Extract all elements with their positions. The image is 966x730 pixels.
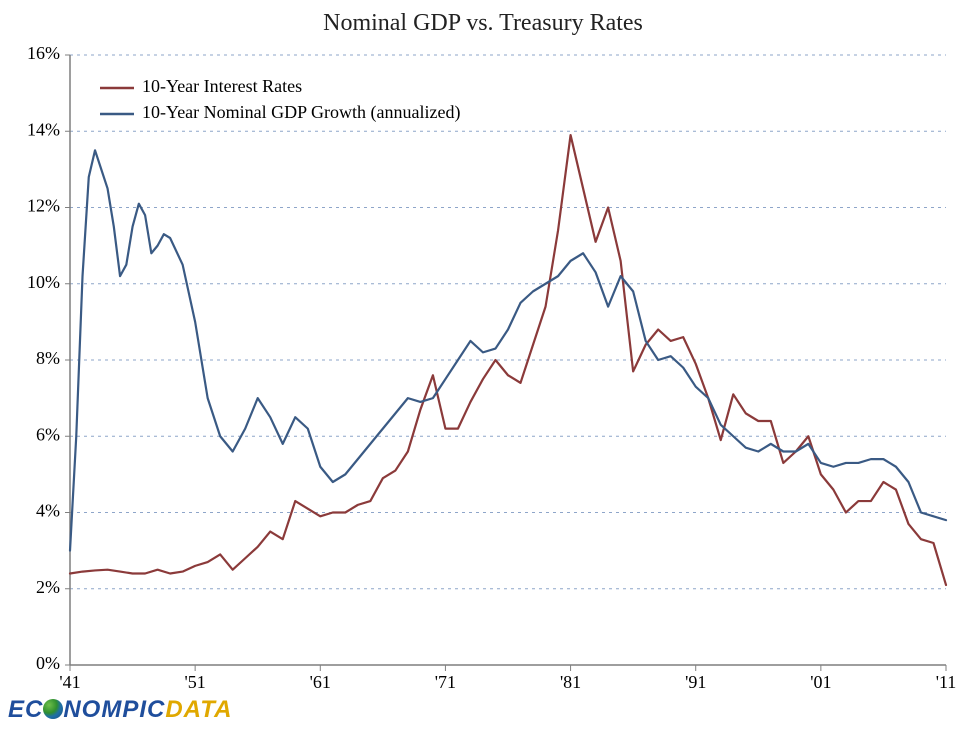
x-tick-label: '91 [685,672,706,692]
globe-icon [43,699,63,719]
logo-economicdata: ECNOMPICDATA [8,696,232,724]
y-tick-label: 8% [36,348,60,368]
y-tick-label: 2% [36,577,60,597]
x-tick-label: '81 [560,672,581,692]
chart-container: Nominal GDP vs. Treasury Rates 10-Year I… [0,0,966,730]
y-tick-label: 12% [27,196,60,216]
legend-label: 10-Year Nominal GDP Growth (annualized) [142,102,460,123]
legend-label: 10-Year Interest Rates [142,76,302,96]
x-tick-label: '41 [59,672,80,692]
y-tick-label: 4% [36,501,60,521]
chart-svg: 10-Year Interest Rates 10-Year Nominal GD… [0,0,966,730]
y-tick-label: 10% [27,272,60,292]
x-tick-label: '61 [310,672,331,692]
series-line-1 [70,150,946,550]
y-tick-label: 16% [27,43,60,63]
x-tick-label: '71 [435,672,456,692]
y-tick-label: 6% [36,424,60,444]
x-tick-label: '01 [810,672,831,692]
x-tick-label: '11 [936,672,957,692]
y-tick-label: 0% [36,653,60,673]
x-tick-label: '51 [185,672,206,692]
y-tick-label: 14% [27,119,60,139]
